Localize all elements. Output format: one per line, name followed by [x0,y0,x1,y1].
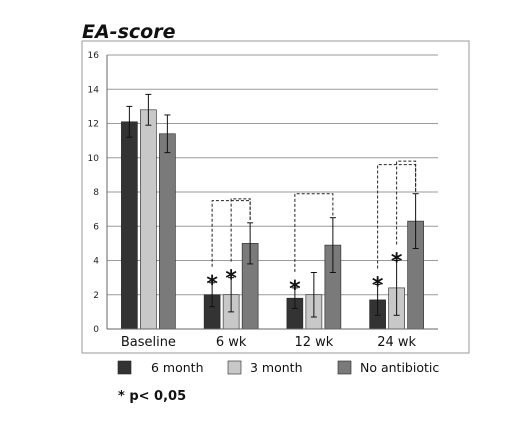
y-tick-label: 6 [93,222,99,232]
y-tick-label: 16 [88,51,100,61]
y-tick-label: 4 [93,257,99,267]
bar [159,133,176,330]
comparison-bracket [377,164,417,269]
significance-star: * [225,267,237,292]
legend-label: No antibiotic [360,360,439,375]
footnote: * p< 0,05 [118,389,186,404]
chart-frame [81,40,470,354]
y-tick-label: 2 [93,291,99,301]
significance-star: * [391,250,403,275]
bar [121,121,138,330]
comparison-bracket [396,160,417,245]
x-category-label: 12 wk [294,335,333,350]
legend-swatch [227,360,242,375]
bar [140,109,157,330]
x-category-label: 24 wk [377,335,416,350]
legend-swatch [117,360,132,375]
legend-label: 3 month [250,360,303,375]
comparison-bracket [230,198,251,262]
legend-label: 6 month [151,360,204,375]
x-category-label: Baseline [121,335,176,350]
legend: 6 month 3 month No antibiotic [117,360,439,375]
y-tick-label: 0 [93,325,99,335]
y-tick-label: 10 [88,154,100,164]
chart-title: EA-score [82,21,176,43]
x-category-label: 6 wk [216,335,247,350]
legend-swatch [337,360,352,375]
comparison-bracket [294,193,334,272]
significance-star: * [289,277,301,302]
y-tick-label: 8 [93,188,99,198]
significance-star: * [206,272,218,297]
y-tick-label: 14 [88,85,100,95]
axis-layer: 0 2 4 6 8 10 12 14 16 Baseline 6 wk 12 wk 24 wk [88,51,438,350]
significance-star: * [372,273,384,298]
y-tick-label: 12 [88,120,99,130]
bars-layer: * * * * * [121,93,424,330]
